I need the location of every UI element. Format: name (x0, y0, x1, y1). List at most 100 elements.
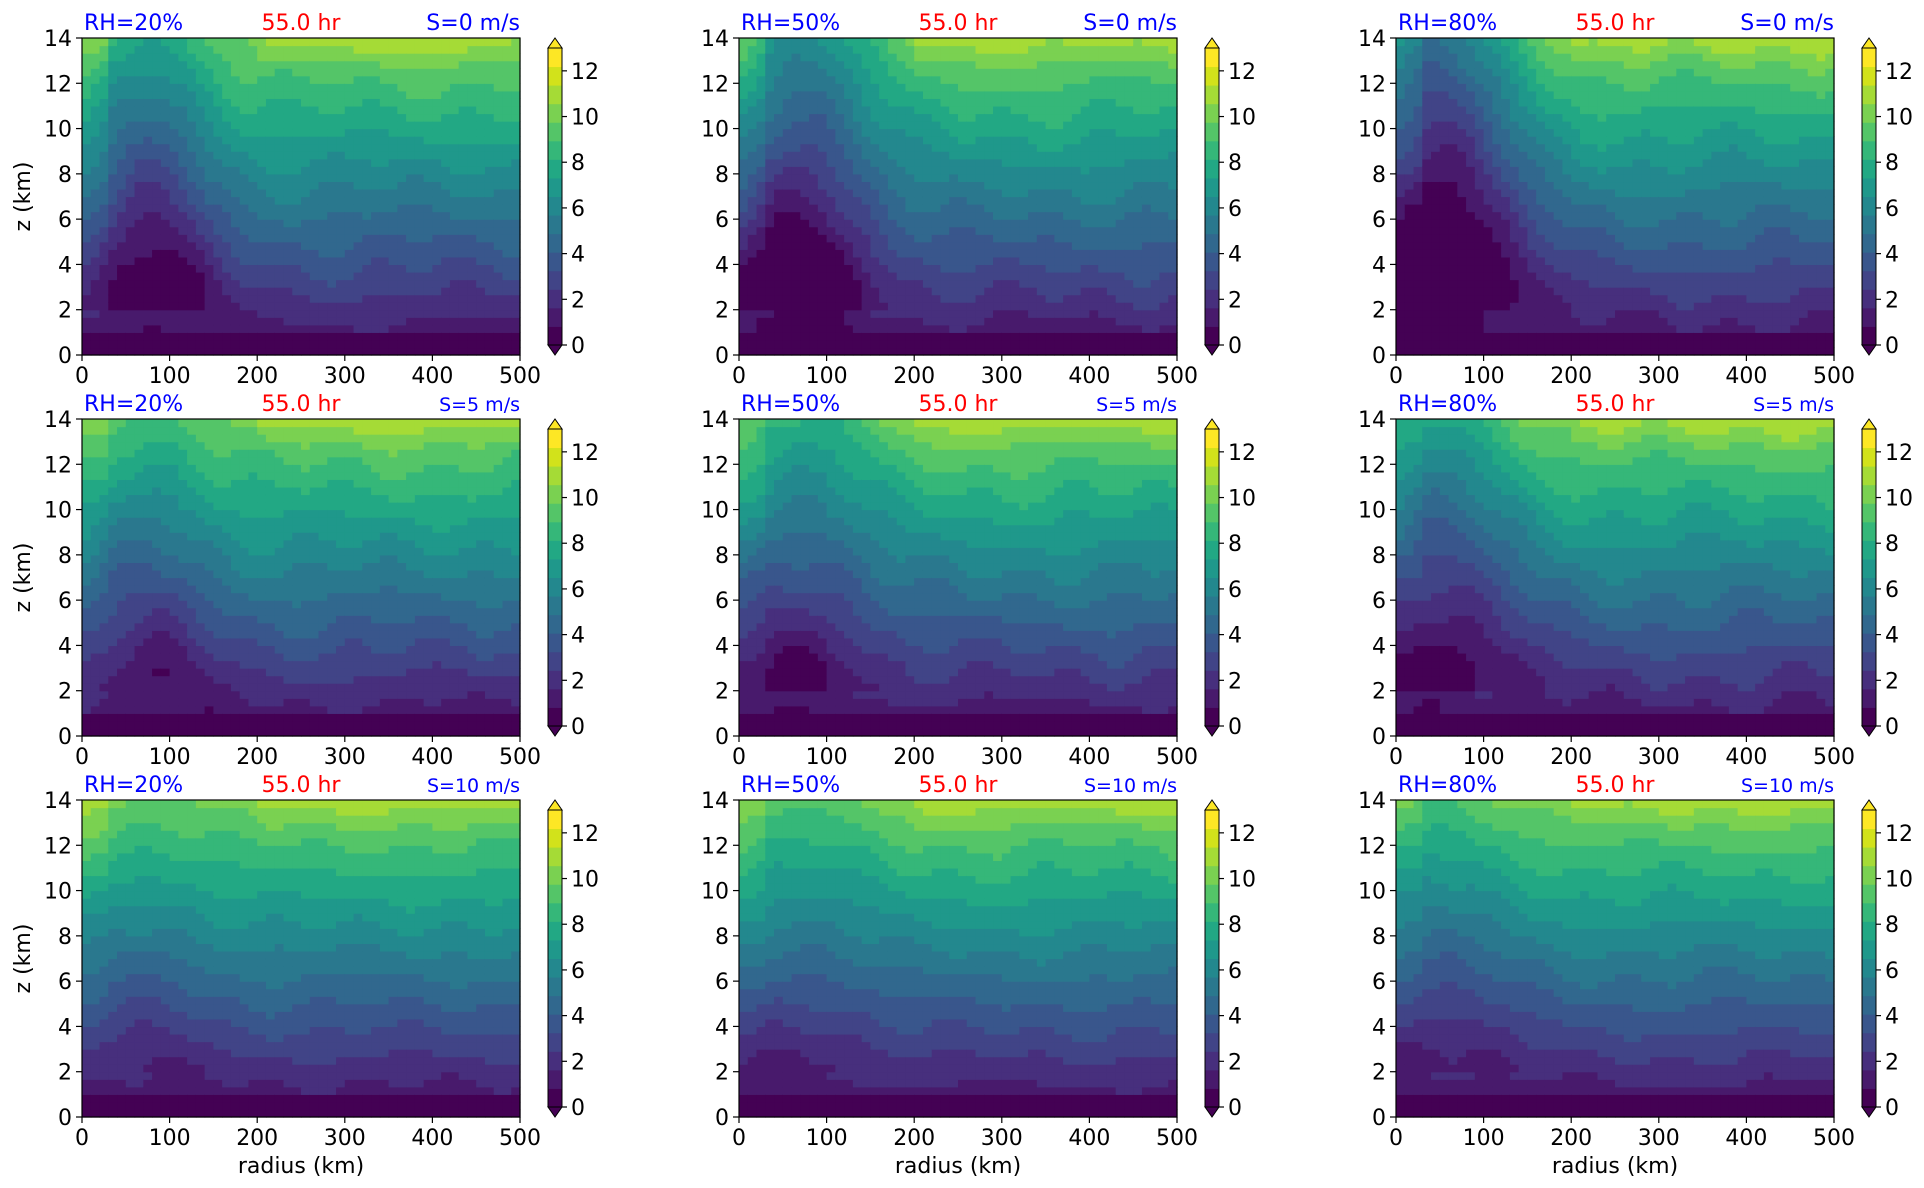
heatmap-cell (949, 234, 959, 243)
heatmap-cell (99, 143, 109, 152)
heatmap-cell (353, 136, 363, 145)
heatmap-cell (292, 211, 302, 220)
heatmap-cell (1098, 226, 1108, 235)
heatmap-cell (747, 294, 758, 303)
heatmap-cell (257, 241, 267, 250)
heatmap-cell (1054, 53, 1064, 62)
heatmap-cell (835, 181, 845, 190)
heatmap-cell (765, 143, 775, 152)
heatmap-cell (309, 121, 320, 130)
heatmap-cell (230, 166, 241, 175)
heatmap-cell (371, 143, 381, 152)
heatmap-cell (397, 151, 407, 160)
heatmap-cell (1141, 196, 1152, 205)
colorbar-tick-label: 10 (1228, 106, 1256, 131)
heatmap-cell (432, 98, 442, 107)
heatmap-cell (458, 234, 469, 243)
heatmap-cell (327, 279, 337, 288)
heatmap-cell (747, 68, 758, 77)
heatmap-cell (213, 60, 223, 69)
heatmap-cell (1509, 143, 1520, 152)
heatmap-cell (134, 204, 144, 213)
colorbar-extend-max (547, 37, 563, 49)
heatmap-cell (458, 271, 469, 281)
heatmap-cell (152, 166, 162, 175)
heatmap-cell (1413, 45, 1423, 54)
heatmap-cell (484, 219, 495, 228)
heatmap-cell (1150, 271, 1161, 281)
heatmap-cell (160, 324, 171, 333)
heatmap-cell (502, 188, 512, 198)
heatmap-cell (239, 105, 250, 115)
heatmap-cell (1448, 143, 1458, 152)
heatmap-cell (1115, 302, 1126, 311)
heatmap-cell (879, 309, 889, 318)
heatmap-cell (1028, 83, 1038, 92)
heatmap-cell (371, 219, 381, 228)
heatmap-cell (765, 279, 775, 288)
heatmap-cell (817, 249, 828, 258)
heatmap-cell (896, 264, 907, 273)
heatmap-cell (1422, 332, 1432, 341)
heatmap-cell (870, 105, 880, 115)
heatmap-cell (476, 166, 486, 175)
heatmap-cell (747, 219, 758, 228)
heatmap-cell (90, 136, 101, 145)
heatmap-cell (143, 136, 153, 145)
heatmap-cell (1045, 226, 1055, 235)
heatmap-cell (134, 188, 144, 198)
heatmap-cell (1098, 121, 1108, 130)
heatmap-cell (887, 45, 898, 54)
heatmap-cell (152, 53, 162, 62)
heatmap-cell (301, 347, 311, 356)
heatmap-cell (467, 309, 477, 318)
heatmap-cell (1501, 68, 1511, 77)
heatmap-cell (362, 309, 372, 318)
heatmap-cell (160, 75, 171, 84)
heatmap-cell (143, 339, 153, 349)
heatmap-cell (1457, 339, 1467, 349)
heatmap-cell (1089, 309, 1099, 318)
heatmap-cell (739, 45, 749, 54)
heatmap-cell (1036, 234, 1047, 243)
heatmap-cell (414, 166, 425, 175)
heatmap-cell (99, 166, 109, 175)
heatmap-cell (117, 339, 127, 349)
heatmap-cell (230, 45, 241, 54)
heatmap-cell (204, 317, 214, 326)
heatmap-cell (852, 113, 863, 122)
heatmap-cell (283, 60, 293, 69)
heatmap-cell (178, 324, 188, 333)
heatmap-cell (870, 309, 880, 318)
heatmap-cell (204, 188, 214, 198)
heatmap-cell (397, 302, 407, 311)
heatmap-cell (344, 234, 355, 243)
heatmap-cell (931, 128, 942, 137)
heatmap-cell (1474, 309, 1485, 318)
heatmap-field (82, 38, 521, 356)
heatmap-cell (353, 158, 363, 167)
colorbar-segment (1205, 326, 1219, 346)
heatmap-cell (791, 309, 801, 318)
heatmap-cell (178, 53, 188, 62)
heatmap-cell (458, 347, 469, 356)
heatmap-cell (747, 234, 758, 243)
heatmap-cell (747, 204, 758, 213)
heatmap-cell (1457, 188, 1467, 198)
heatmap-cell (432, 249, 442, 258)
heatmap-cell (476, 188, 486, 198)
heatmap-cell (905, 173, 915, 183)
heatmap-cell (1168, 98, 1178, 107)
heatmap-cell (1080, 211, 1090, 220)
heatmap-cell (993, 339, 1003, 349)
heatmap-cell (318, 113, 328, 122)
heatmap-cell (747, 128, 758, 137)
heatmap-cell (82, 302, 92, 311)
heatmap-cell (826, 294, 836, 303)
heatmap-cell (265, 90, 276, 99)
heatmap-cell (1010, 234, 1020, 243)
heatmap-cell (1124, 68, 1134, 77)
heatmap-cell (747, 302, 758, 311)
heatmap-cell (1019, 68, 1029, 77)
heatmap-cell (1518, 128, 1528, 137)
